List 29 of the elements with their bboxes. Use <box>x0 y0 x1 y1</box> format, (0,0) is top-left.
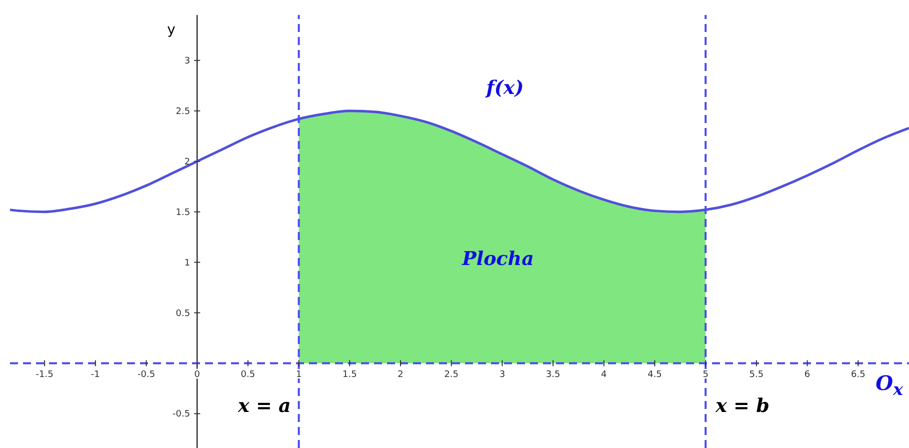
x-tick-label: -0.5 <box>137 370 156 380</box>
ref-line-label: x = b <box>716 394 770 417</box>
x-tick-label: 6.5 <box>850 370 866 380</box>
y-tick-label: 0.5 <box>176 308 190 319</box>
x-tick-label: -1.5 <box>36 370 54 380</box>
y-tick-label: 3 <box>184 56 190 66</box>
x-tick-label: 6 <box>804 370 810 380</box>
annotation: f(x) <box>484 77 525 99</box>
x-tick-label: 1 <box>296 370 302 380</box>
x-tick-label: 5 <box>702 370 708 380</box>
x-tick-label: 1.5 <box>342 370 357 380</box>
annotation: Plocha <box>460 248 535 270</box>
y-tick-label: 1 <box>184 258 190 268</box>
y-axis-title: y <box>167 22 176 38</box>
y-tick-label: 2 <box>184 157 190 168</box>
x-tick-label: 4.5 <box>648 370 662 380</box>
x-tick-label: -1 <box>90 370 100 380</box>
ref-line-label: x = a <box>238 394 291 417</box>
x-tick-label: 3.5 <box>546 370 560 380</box>
x-tick-label: 0.5 <box>240 370 256 380</box>
y-tick-label: 1.5 <box>176 208 190 218</box>
x-axis-title: O$_{x}$ <box>876 371 903 400</box>
x-tick-label: 5.5 <box>749 370 764 380</box>
y-tick-label: -0.5 <box>172 410 190 420</box>
y-tick-label: 2.5 <box>176 106 190 117</box>
x-tick-label: 4 <box>601 370 608 380</box>
x-tick-label: 2 <box>398 370 404 380</box>
x-tick-label: 2.5 <box>444 370 459 380</box>
x-tick-label: 3 <box>499 370 506 380</box>
